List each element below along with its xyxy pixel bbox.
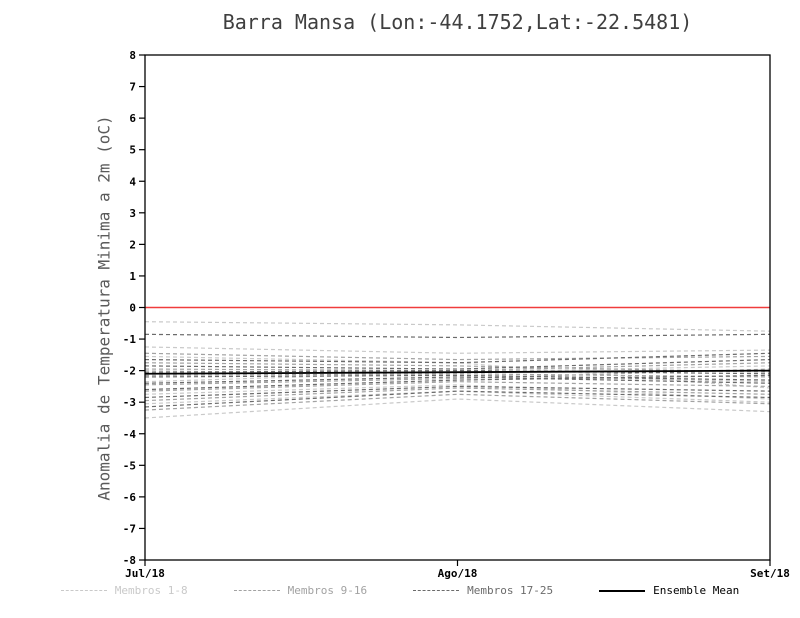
ensemble-member-line [144, 373, 771, 378]
ensemble-member-line [144, 390, 771, 408]
y-tick-label: 5 [129, 144, 136, 157]
ensemble-member-line [144, 385, 771, 399]
ensemble-member-line [144, 390, 771, 405]
y-tick-label: 8 [129, 49, 136, 62]
legend-label: Membros 17-25 [467, 584, 554, 597]
y-tick-label: 2 [129, 238, 136, 251]
ensemble-member-line [144, 398, 771, 419]
legend: Membros 1-8 Membros 9-16 Membros 17-25 Ense… [0, 584, 800, 597]
ensemble-member-line [144, 358, 771, 370]
ensemble-member-line [144, 352, 771, 364]
y-tick-label: -1 [123, 333, 137, 346]
y-tick-label: -8 [123, 554, 136, 567]
legend-line-sample [60, 590, 107, 591]
y-tick-label: -5 [123, 459, 136, 472]
ensemble-member-line [144, 365, 771, 383]
ensemble-member-line [144, 376, 771, 384]
x-tick-label: Jul/18 [125, 567, 165, 580]
legend-line-sample [233, 590, 280, 591]
ensemble-member-line [144, 333, 771, 339]
ensemble-member-line [144, 374, 771, 391]
legend-label: Ensemble Mean [653, 584, 740, 597]
legend-line-sample [599, 589, 646, 592]
y-tick-label: -3 [123, 396, 136, 409]
legend-item: Membros 9-16 [233, 584, 368, 597]
legend-item: Ensemble Mean [599, 584, 739, 597]
y-tick-label: 1 [129, 270, 136, 283]
ensemble-member-line [144, 387, 771, 402]
ensemble-member-line [144, 384, 771, 400]
ensemble-member-line [144, 381, 771, 392]
y-tick-label: -2 [123, 365, 136, 378]
y-tick-label: -4 [123, 428, 137, 441]
y-tick-label: -7 [123, 522, 136, 535]
ensemble-member-line [144, 362, 771, 372]
ensemble-member-line [144, 393, 771, 411]
y-tick-label: 3 [129, 207, 136, 220]
ensemble-member-line [144, 352, 771, 361]
y-tick-label: 7 [129, 81, 136, 94]
legend-label: Membros 1-8 [114, 584, 188, 597]
legend-line-sample [413, 590, 460, 591]
y-tick-label: 6 [129, 112, 136, 125]
ensemble-member-line [144, 374, 771, 381]
chart-title: Barra Mansa (Lon:-44.1752,Lat:-22.5481) [222, 10, 693, 34]
ensemble-member-line [144, 321, 771, 332]
legend-item: Membros 17-25 [413, 584, 553, 597]
legend-item: Membros 1-8 [60, 584, 188, 597]
ensemble-member-line [144, 362, 771, 373]
x-tick-label: Set/18 [750, 567, 790, 580]
y-tick-label: 0 [129, 302, 136, 315]
ensemble-member-line [144, 346, 771, 354]
ensemble-member-line [144, 370, 771, 375]
x-tick-label: Ago/18 [438, 567, 478, 580]
ensemble-mean-line [144, 369, 771, 375]
y-tick-label: 4 [129, 175, 136, 188]
y-tick-label: -6 [123, 491, 137, 504]
ensemble-member-line [144, 370, 771, 383]
legend-label: Membros 9-16 [287, 584, 368, 597]
